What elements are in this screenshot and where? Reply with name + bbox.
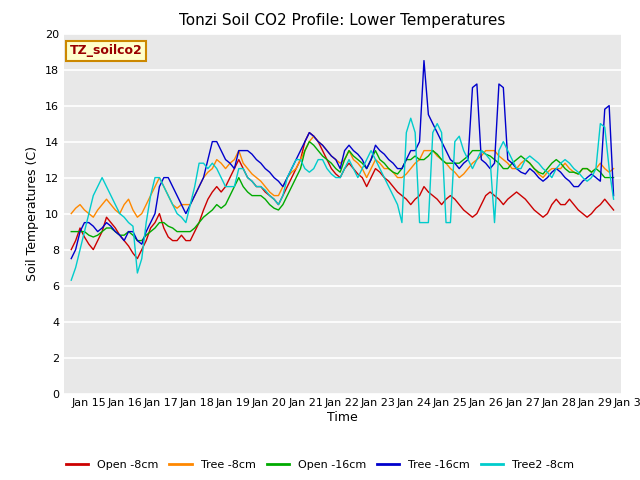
Text: TZ_soilco2: TZ_soilco2 (70, 44, 142, 58)
Legend: Open -8cm, Tree -8cm, Open -16cm, Tree -16cm, Tree2 -8cm: Open -8cm, Tree -8cm, Open -16cm, Tree -… (61, 456, 579, 474)
X-axis label: Time: Time (327, 411, 358, 424)
Y-axis label: Soil Temperatures (C): Soil Temperatures (C) (26, 146, 40, 281)
Title: Tonzi Soil CO2 Profile: Lower Temperatures: Tonzi Soil CO2 Profile: Lower Temperatur… (179, 13, 506, 28)
